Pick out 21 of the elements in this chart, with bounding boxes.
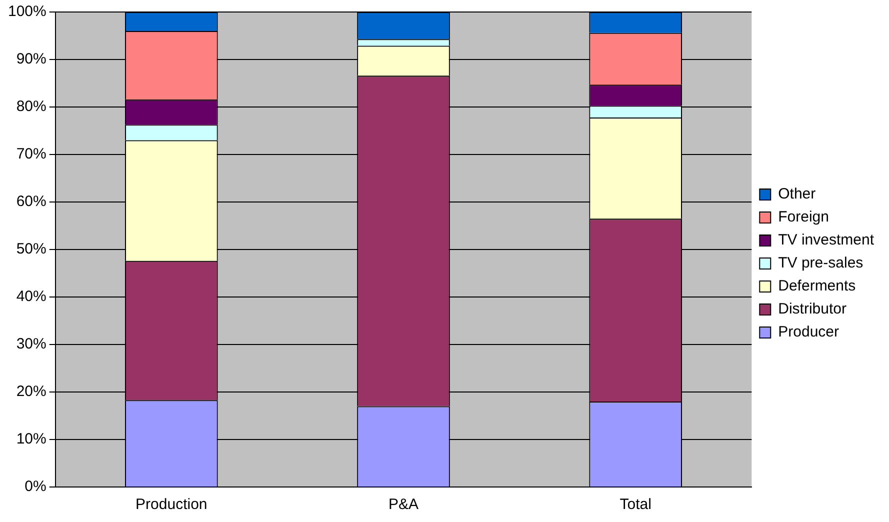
legend-label: Other: [778, 186, 816, 203]
y-tick-label: 100%: [8, 3, 46, 20]
y-tick-label: 0%: [24, 478, 46, 496]
y-tick-label: 80%: [16, 98, 46, 116]
legend-label: Distributor: [778, 300, 846, 318]
legend-label: TV pre-sales: [778, 254, 864, 272]
y-tick-label: 10%: [16, 430, 46, 448]
y-tick-label: 50%: [16, 240, 46, 258]
x-tick-label: Total: [620, 496, 652, 514]
y-tick-label: 70%: [16, 146, 46, 163]
legend-label: Deferments: [778, 278, 856, 295]
legend-label: Producer: [778, 324, 840, 341]
y-tick-label: 90%: [16, 50, 46, 68]
legend-label: Foreign: [778, 208, 829, 226]
y-tick-label: 60%: [16, 193, 46, 210]
y-tick-label: 40%: [16, 288, 46, 306]
legend-label: TV investment: [778, 232, 875, 249]
y-tick-label: 30%: [16, 336, 46, 353]
x-tick-label: P&A: [388, 496, 419, 514]
x-tick-label: Production: [136, 496, 208, 514]
y-tick-label: 20%: [16, 383, 46, 400]
